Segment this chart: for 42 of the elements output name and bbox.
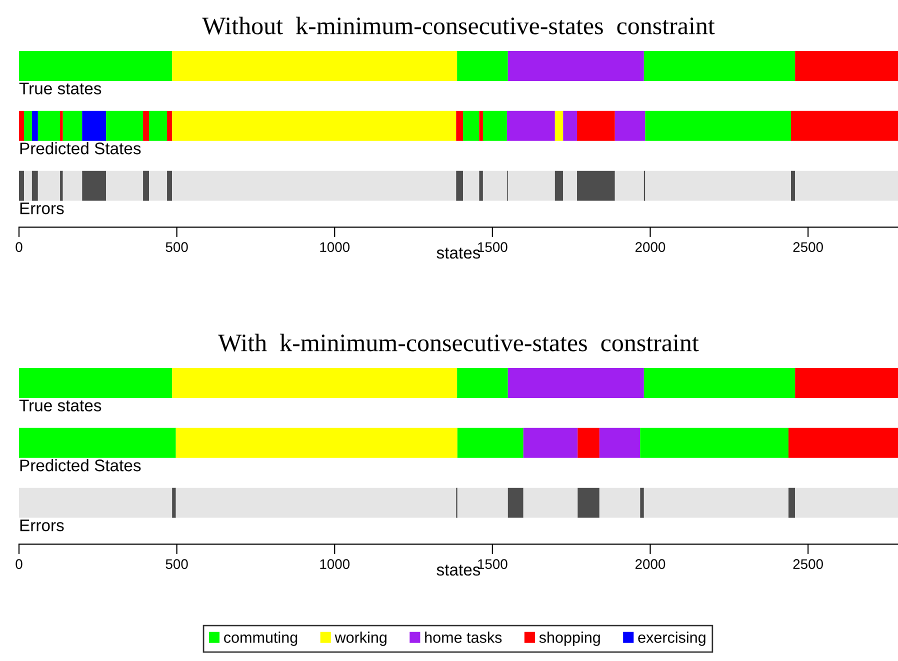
bar (176, 428, 458, 458)
legend-label: working (334, 632, 386, 646)
x-tick-label: 0 (16, 242, 22, 252)
x-tick-label: 1500 (478, 559, 508, 570)
bar (599, 488, 640, 518)
x-tick-label: 1000 (320, 242, 350, 252)
bar (523, 428, 578, 458)
legend-label: commuting (224, 632, 298, 646)
x-axis-title: states (436, 248, 480, 259)
chart-title: With k-minimum-consecutive-states constraint (218, 334, 699, 352)
x-tick-label: 500 (166, 242, 188, 252)
x-tick-label: 2500 (793, 242, 823, 252)
bar (457, 368, 508, 398)
bar (457, 428, 524, 458)
y-tick-label: Errors (20, 520, 64, 532)
bar (640, 488, 644, 518)
chart-title: Without k-minimum-consecutive-states constraint (202, 16, 715, 34)
y-tick-label: Errors (20, 202, 64, 214)
x-tick-label: 2000 (635, 559, 666, 570)
x-tick-label: 0 (16, 559, 22, 570)
x-tick-label: 500 (166, 559, 188, 570)
x-tick-label: 1500 (478, 242, 508, 252)
y-tick-label: Predicted States (20, 142, 141, 154)
legend-label: exercising (638, 632, 706, 646)
x-axis-title: states (436, 564, 480, 576)
x-tick-label: 2000 (635, 242, 666, 252)
bar (795, 488, 898, 518)
bar (788, 488, 796, 518)
legend-label: shopping (539, 632, 600, 646)
x-tick-label: 1000 (320, 559, 350, 570)
bar (795, 170, 898, 201)
bar (19, 368, 172, 398)
bar (172, 368, 458, 398)
bar (644, 488, 788, 518)
bar (508, 368, 644, 398)
y-tick-label: True states (19, 82, 102, 94)
x-tick-label: 2500 (793, 559, 823, 570)
bar (19, 428, 176, 458)
bar (791, 170, 796, 201)
legend-label: home tasks (425, 632, 502, 643)
y-tick-label: Predicted States (20, 459, 141, 472)
y-tick-label: True states (19, 400, 102, 412)
